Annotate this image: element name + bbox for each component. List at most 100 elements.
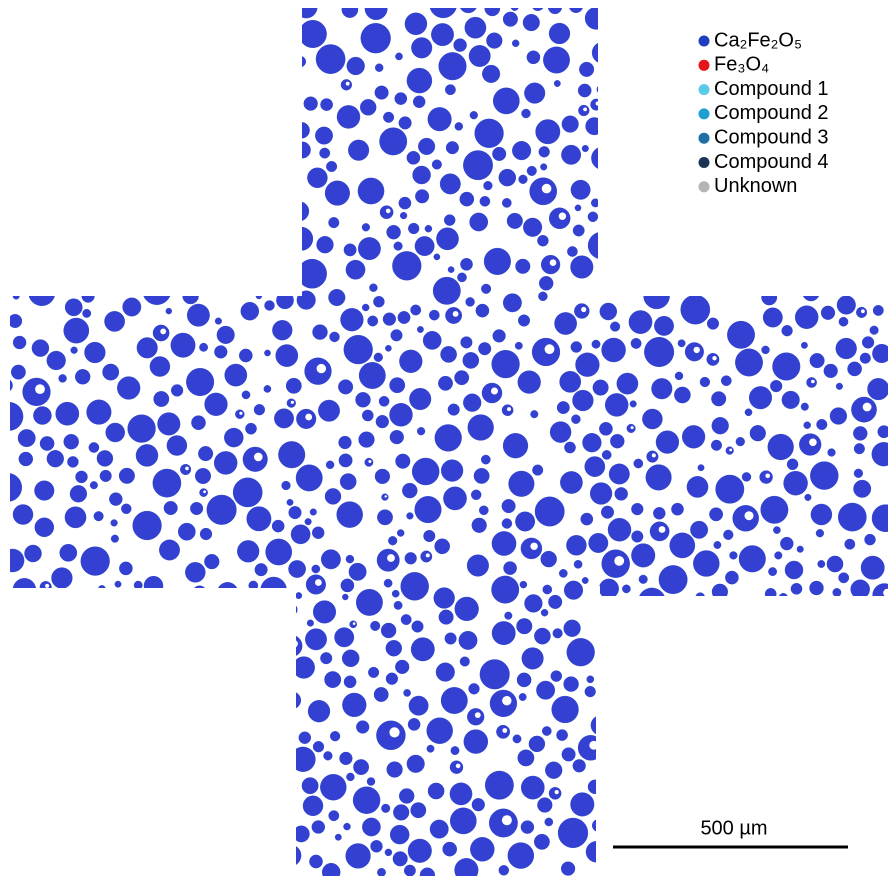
legend-label: Compound 2 [714,102,829,124]
particle [330,731,340,741]
particle [214,451,237,474]
particle [762,290,777,305]
particle [534,628,550,644]
particle [634,459,643,468]
particle [121,504,131,514]
particle-pore [712,356,716,360]
particle [725,571,738,584]
particle [373,296,384,307]
particle-pore [809,439,817,447]
particle [861,556,884,579]
particle [466,297,475,306]
particle [575,205,581,211]
particle [239,349,252,362]
particle [337,105,360,128]
particle [214,346,227,359]
particle [85,342,106,363]
particle [13,505,33,525]
phase-map-figure: Ca₂Fe₂O₅Fe₃O₄Compound 1Compound 2Compoun… [0,0,888,876]
particle [536,120,560,144]
particle [356,721,369,734]
particle [261,577,287,603]
particle [837,296,856,315]
particle [249,581,258,590]
particle [325,488,341,504]
particle [486,33,502,49]
particle [386,673,398,685]
particle [839,573,849,583]
particle [379,396,389,406]
particle [438,376,452,390]
particle [599,422,612,435]
particle [393,805,409,821]
particle [278,441,305,468]
particle [185,562,205,582]
particle [423,331,441,349]
particle [445,85,455,95]
particle [821,306,835,320]
particle [690,521,707,538]
particle [824,364,838,378]
particle [469,45,490,66]
particle-pore [659,526,666,533]
particle [838,503,866,531]
particle [448,404,460,416]
particle [592,819,604,831]
particle [742,472,751,481]
particle [513,735,521,743]
particle [305,518,312,525]
particle [716,475,744,503]
particle [242,391,250,399]
legend-marker [699,36,710,47]
particle [424,530,436,542]
particle [375,86,389,100]
particle [429,310,439,320]
particle-pore [559,213,566,220]
particle [397,530,404,537]
particle [441,346,457,362]
particle [405,13,427,35]
particle [340,474,356,490]
particle [585,7,607,29]
particle [390,378,405,393]
particle [293,657,315,679]
particle-pore [368,460,371,463]
particle [675,372,683,380]
particle-pore [239,412,242,415]
particle [64,434,79,449]
particle [582,145,589,152]
particle [543,585,552,594]
particle [632,531,644,543]
particle [549,23,570,44]
particle [630,401,637,408]
particle [865,534,876,545]
particle [503,12,518,27]
legend-marker [699,84,710,95]
particle [598,662,604,668]
particle [195,468,211,484]
particle-pore [811,380,815,384]
particle [64,318,89,343]
particle-pore [694,347,700,353]
particle [329,217,340,228]
particle [571,342,582,353]
particle-pore [426,553,430,557]
particle [542,726,551,735]
particle [670,533,695,558]
particle [536,681,554,699]
particle [13,336,26,349]
particle [564,442,575,453]
particle [654,316,673,335]
particle [296,592,302,598]
particle [559,569,567,577]
particle [696,593,705,602]
particle [476,304,489,317]
particle [217,326,235,344]
particle [503,294,521,312]
particle [407,755,425,773]
particle [830,408,847,425]
particle [617,373,638,394]
particle [711,392,726,407]
particle [644,337,674,367]
particle [82,290,95,303]
